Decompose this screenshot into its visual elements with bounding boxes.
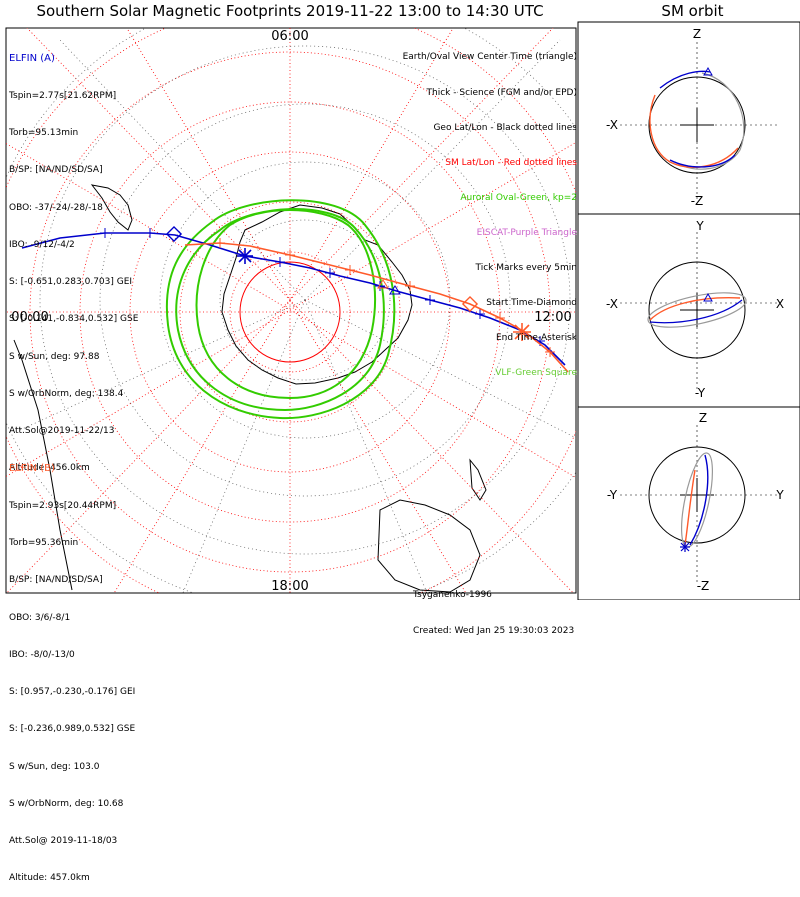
mlt-label-left: 00:00 — [11, 310, 48, 325]
elfin-b-ticks — [215, 238, 555, 357]
nz-outline — [469, 458, 487, 501]
elfin-a-line: S w/Sun, deg: 97.88 — [9, 351, 100, 362]
orbit2-bottom: -Y — [695, 386, 706, 400]
mlt-label-right: 12:00 — [534, 310, 571, 325]
south-america-outline — [90, 184, 133, 231]
antarctica-outline — [221, 204, 413, 385]
footer: Tsyganenko-1996 Created: Wed Jan 25 19:3… — [413, 565, 574, 649]
australia-outline — [377, 499, 481, 593]
elfin-a-line: S w/OrbNorm, deg: 138.4 — [9, 388, 124, 399]
africa-coast-outline — [13, 339, 73, 591]
elfin-b-line: OBO: 3/6/-8/1 — [9, 612, 71, 623]
elfin-a-line: Tspin=2.77s[21.62RPM] — [9, 91, 117, 102]
sm-grid — [6, 28, 576, 593]
legend-entry: End Time-Asterisk — [495, 333, 577, 344]
elfin-b-line: Tspin=2.93s[20.44RPM] — [9, 501, 117, 512]
elfin-a-name: ELFIN (A) — [9, 52, 55, 64]
elfin-b-line: S w/OrbNorm, deg: 10.68 — [9, 798, 124, 809]
legend-entry: Earth/Oval View Center Time (triangle) — [402, 52, 577, 63]
elfin-a-track — [21, 232, 566, 366]
legend-entry: Thick - Science (FGM and/or EPD) — [426, 87, 577, 98]
orbit1-bottom: -Z — [691, 194, 704, 208]
elfin-b-name: ELFIN (B) — [9, 462, 55, 474]
elfin-a-center-triangle — [389, 285, 401, 295]
legend-entry: EISCAT-Purple Triangle — [476, 227, 577, 238]
elfin-b-end-asterisk — [513, 323, 531, 341]
elfin-b-start-diamond — [461, 295, 479, 313]
orbit3-top: Z — [699, 411, 707, 425]
model-credit: Tsyganenko-1996 — [413, 590, 492, 600]
legend-entry: VLF-Green Square — [495, 368, 577, 379]
elfin-a-line: IBO: -9/12/-4/2 — [9, 239, 75, 250]
elfin-a-line: S: [-0.141,-0.834,0.532] GSE — [9, 314, 139, 325]
legend-entry: Geo Lat/Lon - Black dotted lines — [433, 122, 577, 133]
map-frame — [5, 27, 577, 594]
elfin-a-info: ELFIN (A) Tspin=2.77s[21.62RPM] Torb=95.… — [9, 28, 138, 487]
created-timestamp: Created: Wed Jan 25 19:30:03 2023 — [413, 626, 575, 636]
elfin-b-line: S: [0.957,-0.230,-0.176] GEI — [9, 687, 136, 698]
orbit3-bottom: -Z — [697, 579, 710, 593]
elfin-b-line: B/SP: [NA/ND/SD/SA] — [9, 575, 103, 586]
elfin-b-line: Att.Sol@ 2019-11-18/03 — [9, 836, 118, 846]
legend-entry: Auroral Oval-Green, kp=2 — [460, 192, 577, 203]
geo-grid — [6, 28, 576, 593]
elfin-b-line: Torb=95.36min — [9, 538, 79, 549]
orbit2-left: -X — [606, 297, 618, 311]
elfin-b-center-triangle — [377, 279, 389, 289]
orbit-panel-3: Z -Z -Y Y — [577, 406, 800, 600]
elfin-b-line: S: [-0.236,0.989,0.532] GSE — [9, 724, 136, 735]
elfin-a-line: Att.Sol@2019-11-22/13 — [9, 426, 115, 436]
legend-entry: Tick Marks every 5min — [475, 263, 577, 274]
mlt-label-bottom: 18:00 — [271, 579, 308, 594]
legend-entry: Start Time-Diamond — [486, 298, 577, 309]
orbit2-right: X — [776, 297, 784, 311]
orbit-panel-2: Y -Y -X X — [577, 213, 800, 408]
orbit2-top: Y — [695, 219, 704, 233]
sm-pole-circle — [239, 261, 341, 363]
legend: Earth/Oval View Center Time (triangle) T… — [403, 29, 577, 392]
footprint-map: 06:00 00:00 12:00 18:00 Z -Z -X Y -Y -X … — [5, 21, 800, 600]
orbit1-left: -X — [606, 118, 618, 132]
orbit3-left: -Y — [607, 488, 618, 502]
orbit3-right: Y — [775, 488, 784, 502]
elfin-a-line: Altitude: 456.0km — [9, 463, 90, 474]
elfin-a-ticks — [100, 228, 545, 346]
auroral-oval — [165, 199, 396, 420]
orbit-panel-1: Z -Z -X — [577, 21, 800, 215]
elfin-b-line: Altitude: 457.0km — [9, 873, 90, 884]
legend-entry: SM Lat/Lon - Red dotted lines — [445, 157, 577, 168]
elfin-b-info: ELFIN (B) Tspin=2.93s[20.44RPM] Torb=95.… — [9, 438, 135, 897]
elfin-a-line: S: [-0.651,0.283,0.703] GEI — [9, 277, 133, 288]
elfin-a-end-asterisk — [237, 248, 253, 264]
elfin-b-line: S w/Sun, deg: 103.0 — [9, 761, 100, 772]
elfin-a-start-diamond — [165, 225, 183, 243]
elfin-a-line: B/SP: [NA/ND/SD/SA] — [9, 165, 103, 176]
mlt-label-top: 06:00 — [271, 29, 308, 44]
elfin-a-line: OBO: -37/-24/-28/-18 — [9, 202, 103, 213]
orbit-title: SM orbit — [661, 2, 724, 20]
orbit1-top: Z — [693, 27, 701, 41]
elfin-b-line: IBO: -8/0/-13/0 — [9, 649, 75, 660]
page-title: Southern Solar Magnetic Footprints 2019-… — [36, 2, 544, 20]
elfin-a-line: Torb=95.13min — [9, 128, 79, 139]
